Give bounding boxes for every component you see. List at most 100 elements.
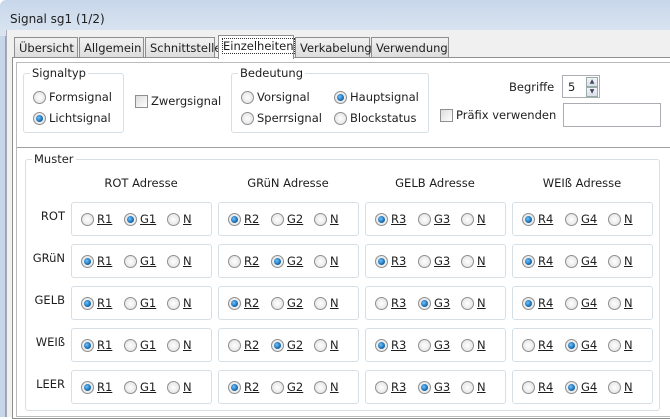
radio-icon[interactable]: [314, 213, 327, 226]
radio-g2[interactable]: G2: [271, 338, 303, 352]
radio-icon[interactable]: [271, 381, 284, 394]
radio-g3[interactable]: G3: [418, 254, 450, 268]
radio-n[interactable]: N: [167, 296, 192, 310]
radio-selected-icon[interactable]: [81, 381, 94, 394]
radio-r4[interactable]: R4: [522, 254, 553, 268]
radio-icon[interactable]: [241, 91, 254, 104]
praefix-checkbox[interactable]: Präfix verwenden: [440, 108, 556, 122]
radio-selected-icon[interactable]: [228, 213, 241, 226]
radio-icon[interactable]: [522, 339, 535, 352]
radio-icon[interactable]: [608, 255, 621, 268]
radio-icon[interactable]: [608, 381, 621, 394]
radio-r3[interactable]: R3: [375, 212, 406, 226]
radio-selected-icon[interactable]: [33, 112, 46, 125]
radio-icon[interactable]: [314, 255, 327, 268]
radio-selected-icon[interactable]: [271, 339, 284, 352]
radio-g3[interactable]: G3: [418, 296, 450, 310]
radio-n[interactable]: N: [461, 338, 486, 352]
radio-icon[interactable]: [314, 339, 327, 352]
radio-icon[interactable]: [608, 297, 621, 310]
radio-n[interactable]: N: [461, 296, 486, 310]
radio-g4[interactable]: G4: [565, 254, 597, 268]
radio-icon[interactable]: [418, 255, 431, 268]
radio-g1[interactable]: G1: [124, 380, 156, 394]
radio-icon[interactable]: [334, 112, 347, 125]
radio-vorsignal[interactable]: Vorsignal: [241, 90, 310, 104]
radio-r1[interactable]: R1: [81, 380, 112, 394]
tab-verwendung[interactable]: Verwendung: [371, 37, 449, 58]
radio-selected-icon[interactable]: [522, 213, 535, 226]
radio-icon[interactable]: [461, 339, 474, 352]
radio-selected-icon[interactable]: [375, 339, 388, 352]
zwergsignal-checkbox[interactable]: Zwergsignal: [135, 94, 221, 108]
radio-icon[interactable]: [228, 255, 241, 268]
radio-g3[interactable]: G3: [418, 338, 450, 352]
radio-n[interactable]: N: [314, 212, 339, 226]
radio-icon[interactable]: [608, 213, 621, 226]
radio-r2[interactable]: R2: [228, 338, 259, 352]
radio-n[interactable]: N: [167, 254, 192, 268]
radio-n[interactable]: N: [314, 338, 339, 352]
radio-n[interactable]: N: [461, 212, 486, 226]
radio-icon[interactable]: [565, 213, 578, 226]
radio-g1[interactable]: G1: [124, 212, 156, 226]
praefix-input[interactable]: [563, 103, 661, 127]
radio-icon[interactable]: [565, 255, 578, 268]
radio-r3[interactable]: R3: [375, 296, 406, 310]
spin-down-icon[interactable]: ▼: [586, 87, 598, 97]
tab-allgemein[interactable]: Allgemein: [79, 37, 144, 58]
radio-selected-icon[interactable]: [81, 255, 94, 268]
radio-selected-icon[interactable]: [228, 381, 241, 394]
radio-n[interactable]: N: [608, 380, 633, 394]
radio-n[interactable]: N: [461, 254, 486, 268]
tab-schnittstelle[interactable]: Schnittstelle: [145, 37, 221, 58]
radio-n[interactable]: N: [314, 380, 339, 394]
radio-r4[interactable]: R4: [522, 338, 553, 352]
radio-g3[interactable]: G3: [418, 212, 450, 226]
radio-icon[interactable]: [241, 112, 254, 125]
checkbox-icon[interactable]: [135, 95, 148, 108]
radio-n[interactable]: N: [608, 296, 633, 310]
radio-selected-icon[interactable]: [228, 297, 241, 310]
radio-icon[interactable]: [228, 339, 241, 352]
radio-g2[interactable]: G2: [271, 254, 303, 268]
radio-icon[interactable]: [33, 91, 46, 104]
radio-g4[interactable]: G4: [565, 296, 597, 310]
radio-icon[interactable]: [522, 381, 535, 394]
radio-r1[interactable]: R1: [81, 212, 112, 226]
radio-n[interactable]: N: [167, 380, 192, 394]
radio-sperrsignal[interactable]: Sperrsignal: [241, 111, 322, 125]
radio-icon[interactable]: [271, 297, 284, 310]
spin-up-icon[interactable]: ▲: [586, 77, 598, 87]
radio-icon[interactable]: [124, 339, 137, 352]
radio-icon[interactable]: [461, 213, 474, 226]
checkbox-icon[interactable]: [440, 109, 453, 122]
radio-icon[interactable]: [314, 297, 327, 310]
radio-selected-icon[interactable]: [375, 213, 388, 226]
radio-icon[interactable]: [375, 297, 388, 310]
radio-r1[interactable]: R1: [81, 338, 112, 352]
radio-g2[interactable]: G2: [271, 212, 303, 226]
radio-icon[interactable]: [608, 339, 621, 352]
radio-selected-icon[interactable]: [81, 297, 94, 310]
radio-r2[interactable]: R2: [228, 296, 259, 310]
radio-n[interactable]: N: [461, 380, 486, 394]
radio-n[interactable]: N: [167, 212, 192, 226]
radio-selected-icon[interactable]: [522, 297, 535, 310]
radio-r2[interactable]: R2: [228, 380, 259, 394]
radio-icon[interactable]: [461, 381, 474, 394]
radio-icon[interactable]: [124, 297, 137, 310]
tab-verkabelung[interactable]: Verkabelung: [295, 37, 372, 58]
radio-selected-icon[interactable]: [418, 381, 431, 394]
radio-icon[interactable]: [461, 297, 474, 310]
radio-n[interactable]: N: [167, 338, 192, 352]
radio-icon[interactable]: [167, 297, 180, 310]
radio-selected-icon[interactable]: [124, 213, 137, 226]
radio-icon[interactable]: [461, 255, 474, 268]
radio-selected-icon[interactable]: [375, 255, 388, 268]
radio-selected-icon[interactable]: [81, 339, 94, 352]
radio-r3[interactable]: R3: [375, 254, 406, 268]
radio-n[interactable]: N: [608, 338, 633, 352]
radio-icon[interactable]: [418, 213, 431, 226]
radio-icon[interactable]: [167, 213, 180, 226]
